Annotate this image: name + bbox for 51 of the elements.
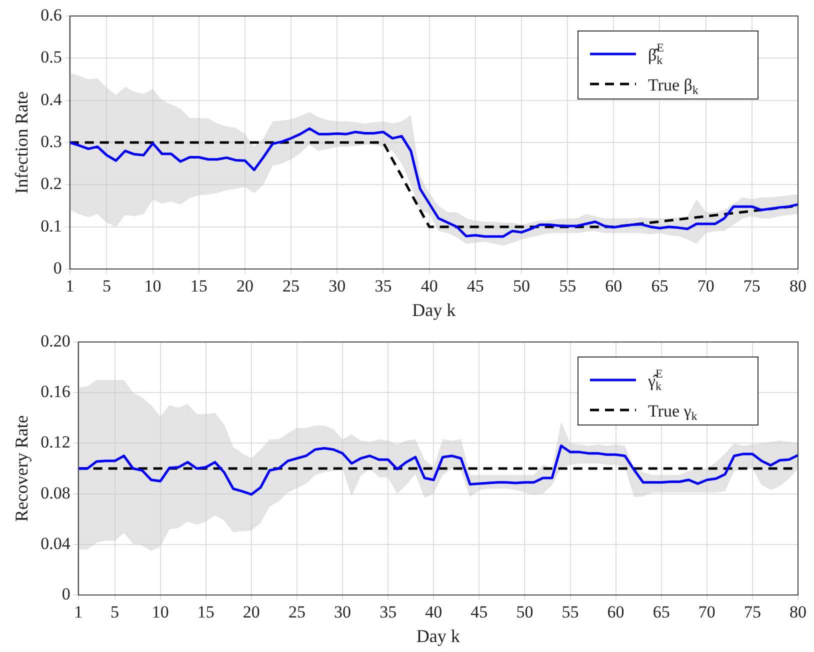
x-tick-label: 50	[516, 602, 534, 622]
x-tick-label: 65	[652, 602, 670, 622]
y-axis-title: Infection Rate	[12, 91, 32, 194]
x-tick-label: 60	[605, 276, 622, 296]
x-tick-label: 10	[144, 276, 162, 296]
x-axis-title: Day k	[416, 626, 460, 646]
y-tick-label: 0.4	[40, 90, 62, 109]
x-tick-label: 35	[374, 276, 392, 296]
x-tick-label: 1	[74, 602, 83, 622]
x-tick-label: 25	[282, 276, 300, 296]
x-tick-label: 65	[651, 276, 668, 296]
x-tick-label: 30	[334, 602, 352, 622]
x-tick-label: 15	[197, 602, 214, 622]
x-tick-label: 5	[102, 276, 111, 296]
x-tick-label: 70	[698, 602, 716, 622]
x-tick-label: 55	[559, 276, 576, 296]
x-tick-label: 80	[790, 602, 806, 622]
y-tick-label: 0	[53, 258, 62, 278]
x-tick-label: 80	[790, 276, 806, 296]
x-tick-label: 60	[607, 602, 624, 622]
x-tick-label: 20	[236, 276, 254, 296]
x-tick-label: 20	[242, 602, 260, 622]
y-tick-label: 0.04	[40, 534, 71, 553]
y-tick-label: 0.5	[40, 48, 62, 67]
y-tick-label: 0.20	[40, 331, 70, 350]
x-tick-label: 35	[380, 602, 397, 622]
x-tick-label: 45	[470, 602, 488, 622]
y-tick-label: 0.3	[40, 132, 62, 151]
x-tick-label: 75	[744, 602, 761, 622]
y-tick-label: 0.08	[40, 483, 70, 502]
x-tick-label: 50	[512, 276, 530, 296]
x-tick-label: 55	[562, 602, 579, 622]
y-axis-title: Recovery Rate	[12, 415, 32, 522]
x-tick-label: 25	[288, 602, 306, 622]
y-tick-label: 0.16	[40, 382, 70, 402]
y-tick-label: 0.1	[40, 216, 62, 236]
x-tick-label: 45	[466, 276, 484, 296]
y-tick-label: 0	[62, 584, 70, 604]
x-tick-label: 70	[697, 276, 714, 296]
x-tick-label: 15	[190, 276, 208, 296]
x-tick-label: 30	[328, 276, 346, 296]
x-tick-label: 10	[152, 602, 169, 622]
x-tick-label: 40	[420, 276, 438, 296]
x-tick-label: 75	[743, 276, 760, 296]
x-tick-label: 1	[66, 276, 74, 296]
x-tick-label: 40	[425, 602, 442, 622]
y-tick-label: 0.12	[40, 432, 70, 452]
y-tick-label: 0.2	[40, 174, 62, 194]
x-tick-label: 5	[110, 602, 120, 622]
x-axis-title: Day k	[412, 300, 456, 320]
y-tick-label: 0.6	[40, 5, 62, 24]
